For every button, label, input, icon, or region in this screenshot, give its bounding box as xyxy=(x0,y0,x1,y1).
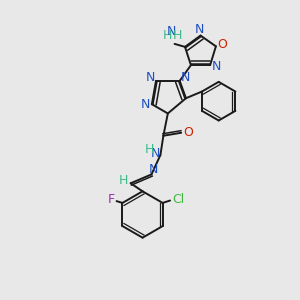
Text: N: N xyxy=(141,98,150,111)
Text: N: N xyxy=(195,23,205,36)
Text: N: N xyxy=(150,147,160,160)
Text: N: N xyxy=(181,71,190,84)
Text: H: H xyxy=(144,143,154,156)
Text: N: N xyxy=(212,60,221,73)
Text: H: H xyxy=(163,29,172,42)
Text: N: N xyxy=(149,164,159,176)
Text: N: N xyxy=(167,25,176,38)
Text: H: H xyxy=(118,174,128,187)
Text: N: N xyxy=(146,71,155,84)
Text: O: O xyxy=(183,126,193,139)
Text: H: H xyxy=(173,29,182,42)
Text: Cl: Cl xyxy=(172,194,184,206)
Text: O: O xyxy=(217,38,227,51)
Text: F: F xyxy=(108,194,115,206)
